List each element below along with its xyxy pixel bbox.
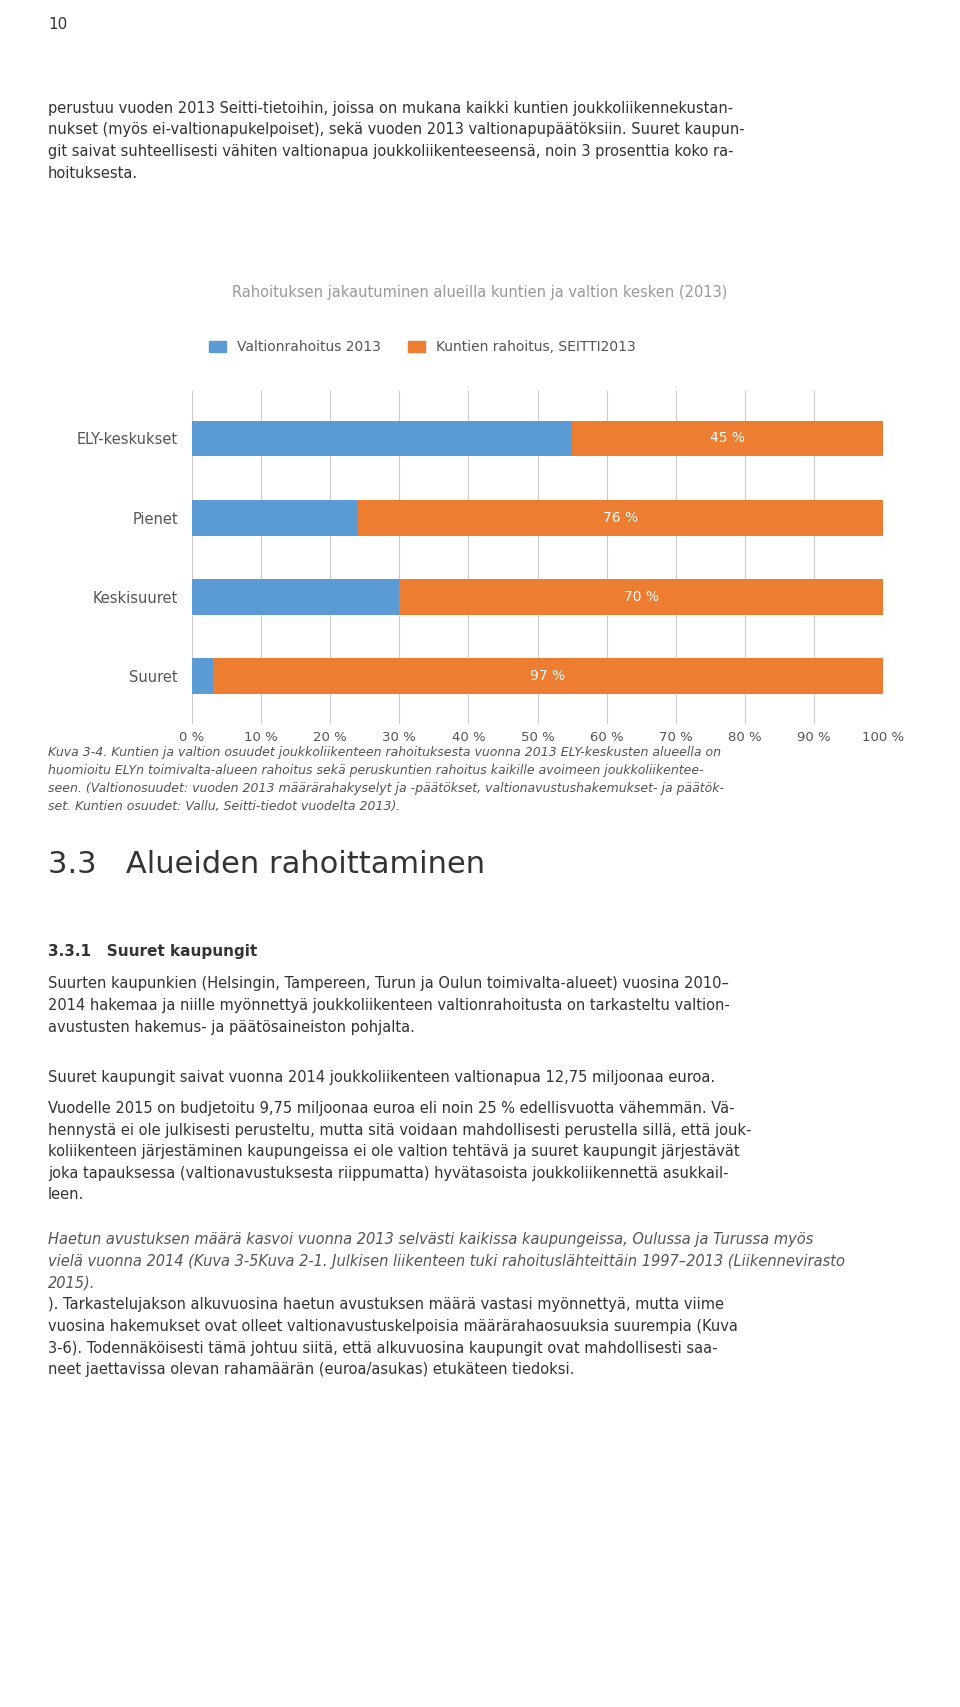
Text: Suuret kaupungit saivat vuonna 2014 joukkoliikenteen valtionapua 12,75 miljoonaa: Suuret kaupungit saivat vuonna 2014 jouk… (48, 1070, 715, 1086)
Text: 10: 10 (48, 17, 67, 32)
Bar (192, 579, 399, 615)
Text: 3.3.1   Suuret kaupungit: 3.3.1 Suuret kaupungit (48, 944, 257, 959)
Text: perustuu vuoden 2013 Seitti-tietoihin, joissa on mukana kaikki kuntien joukkolii: perustuu vuoden 2013 Seitti-tietoihin, j… (48, 101, 745, 181)
Text: Rahoituksen jakautuminen alueilla kuntien ja valtion kesken (2013): Rahoituksen jakautuminen alueilla kuntie… (232, 285, 728, 300)
Legend: Valtionrahoitus 2013, Kuntien rahoitus, SEITTI2013: Valtionrahoitus 2013, Kuntien rahoitus, … (204, 335, 641, 360)
Text: Vuodelle 2015 on budjetoitu 9,75 miljoonaa euroa eli noin 25 % edellisvuotta väh: Vuodelle 2015 on budjetoitu 9,75 miljoon… (48, 1101, 752, 1202)
Text: Suurten kaupunkien (Helsingin, Tampereen, Turun ja Oulun toimivalta-alueet) vuos: Suurten kaupunkien (Helsingin, Tampereen… (48, 976, 730, 1034)
Text: ). Tarkastelujakson alkuvuosina haetun avustuksen määrä vastasi myönnettyä, mutt: ). Tarkastelujakson alkuvuosina haetun a… (48, 1297, 738, 1378)
Text: 76 %: 76 % (603, 510, 638, 524)
Bar (192, 659, 213, 695)
Bar (399, 579, 883, 615)
Bar (358, 500, 883, 536)
Text: 97 %: 97 % (531, 669, 565, 683)
Text: 45 %: 45 % (710, 432, 745, 446)
Bar (572, 420, 883, 456)
Text: Kuva 3-4. Kuntien ja valtion osuudet joukkoliikenteen rahoituksesta vuonna 2013 : Kuva 3-4. Kuntien ja valtion osuudet jou… (48, 746, 724, 813)
Text: 70 %: 70 % (624, 591, 659, 604)
Text: 3.3   Alueiden rahoittaminen: 3.3 Alueiden rahoittaminen (48, 850, 485, 879)
Text: Haetun avustuksen määrä kasvoi vuonna 2013 selvästi kaikissa kaupungeissa, Oulus: Haetun avustuksen määrä kasvoi vuonna 20… (48, 1232, 845, 1290)
Bar (192, 500, 358, 536)
Bar (213, 659, 883, 695)
Bar (192, 420, 572, 456)
